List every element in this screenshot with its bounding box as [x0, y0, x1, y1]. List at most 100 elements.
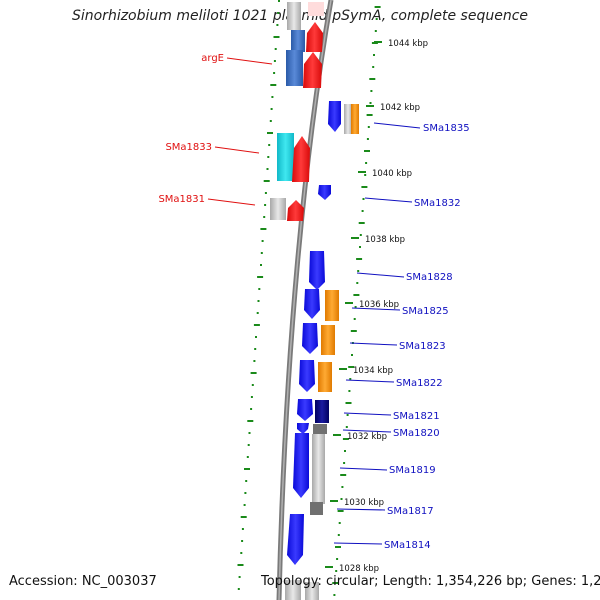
- callout-lines: [207, 57, 421, 545]
- minor-tick: [250, 408, 253, 410]
- scale-label: 1042 kbp: [380, 103, 420, 113]
- minor-tick: [268, 144, 271, 146]
- minor-tick: [250, 396, 253, 398]
- minor-tick: [274, 48, 277, 50]
- minor-tick: [338, 522, 341, 524]
- minor-tick: [340, 498, 343, 500]
- minor-tick: [261, 240, 264, 242]
- major-tick: [350, 330, 357, 332]
- gene-label-arge: argE: [201, 53, 224, 64]
- minor-tick: [255, 336, 257, 338]
- minor-tick: [333, 594, 336, 596]
- minor-tick: [374, 30, 377, 32]
- gene-labels: argE SMa1833 SMa1831 SMa1835 SMa1832 SMa…: [158, 53, 469, 551]
- outer-features: [287, 2, 359, 600]
- gene-block: [315, 400, 329, 423]
- minor-tick: [237, 588, 240, 590]
- minor-tick: [246, 456, 249, 458]
- scale-labels: 1044 kbp 1042 kbp 1040 kbp 1038 kbp 1036 kbp…: [325, 39, 428, 574]
- gene-label-sma1821: SMa1821: [393, 411, 440, 422]
- minor-tick: [266, 168, 269, 170]
- minor-tick: [263, 216, 266, 218]
- gene-label-sma1823: SMa1823: [399, 341, 446, 352]
- minor-tick: [269, 120, 272, 122]
- major-tick: [340, 474, 347, 476]
- minor-tick: [254, 348, 257, 350]
- major-tick: [358, 222, 365, 224]
- minor-tick: [248, 432, 251, 434]
- major-tick: [342, 438, 349, 440]
- gene-block: [313, 424, 327, 434]
- gene-label-sma1831: SMa1831: [158, 194, 205, 205]
- minor-tick: [258, 288, 261, 290]
- gene-block: [270, 198, 286, 220]
- minor-tick: [253, 360, 256, 362]
- inner-features: [270, 2, 341, 600]
- gene-arrow: [328, 101, 341, 132]
- minor-tick: [277, 12, 280, 14]
- major-tick: [253, 324, 260, 326]
- minor-tick: [354, 306, 357, 308]
- minor-tick: [351, 354, 353, 356]
- gene-arrow: [297, 399, 313, 421]
- minor-tick: [343, 462, 346, 464]
- minor-tick: [256, 312, 259, 314]
- major-tick: [369, 78, 376, 80]
- minor-tick: [264, 204, 267, 206]
- major-tick: [244, 468, 250, 470]
- major-tick: [345, 402, 352, 404]
- minor-tick: [240, 552, 243, 554]
- gene-block: [285, 580, 301, 600]
- gene-arrow: [292, 136, 310, 182]
- minor-tick: [369, 102, 372, 104]
- minor-tick: [247, 444, 250, 446]
- minor-tick: [365, 162, 368, 164]
- gene-arrow: [287, 200, 304, 221]
- scale-label: 1030 kbp: [344, 498, 384, 508]
- scale-label: 1036 kbp: [359, 300, 399, 310]
- minor-tick: [359, 246, 361, 248]
- major-tick: [240, 516, 247, 518]
- accession-text: Accession: NC_003037: [9, 574, 157, 589]
- minor-tick: [238, 576, 241, 578]
- minor-tick: [348, 390, 351, 392]
- major-tick: [374, 6, 381, 8]
- minor-tick: [364, 174, 367, 176]
- minor-tick: [370, 90, 373, 92]
- major-tick: [267, 132, 273, 134]
- gene-block: [321, 325, 335, 355]
- gene-label-sma1828: SMa1828: [406, 272, 453, 283]
- gene-block: [351, 104, 359, 134]
- minor-tick: [244, 492, 247, 494]
- gene-block: [286, 50, 303, 86]
- major-tick: [364, 150, 370, 152]
- minor-tick: [267, 156, 270, 158]
- gene-label-sma1825: SMa1825: [402, 306, 449, 317]
- minor-tick: [359, 234, 362, 236]
- major-tick: [337, 510, 344, 512]
- gene-block: [344, 104, 352, 134]
- scale-label: 1040 kbp: [372, 169, 412, 179]
- minor-tick: [270, 108, 273, 110]
- minor-tick: [341, 486, 344, 488]
- major-tick: [361, 186, 368, 188]
- minor-tick: [366, 138, 369, 140]
- scale-label: 1034 kbp: [353, 366, 393, 376]
- gene-arrow: [318, 185, 331, 200]
- minor-tick: [251, 384, 254, 386]
- minor-tick: [273, 60, 276, 62]
- major-tick: [257, 276, 264, 278]
- minor-tick: [356, 282, 359, 284]
- major-tick: [273, 36, 280, 38]
- major-tick: [332, 582, 339, 584]
- gene-block: [310, 502, 323, 515]
- minor-tick: [349, 378, 352, 380]
- scale-label: 1028 kbp: [339, 564, 379, 574]
- minor-tick: [375, 18, 378, 20]
- topology-text: Topology: circular; Length: 1,354,226 bp…: [261, 574, 600, 589]
- minor-tick: [260, 264, 262, 266]
- major-tick: [366, 114, 373, 116]
- minor-tick: [357, 270, 360, 272]
- gene-label-sma1833: SMa1833: [165, 142, 212, 153]
